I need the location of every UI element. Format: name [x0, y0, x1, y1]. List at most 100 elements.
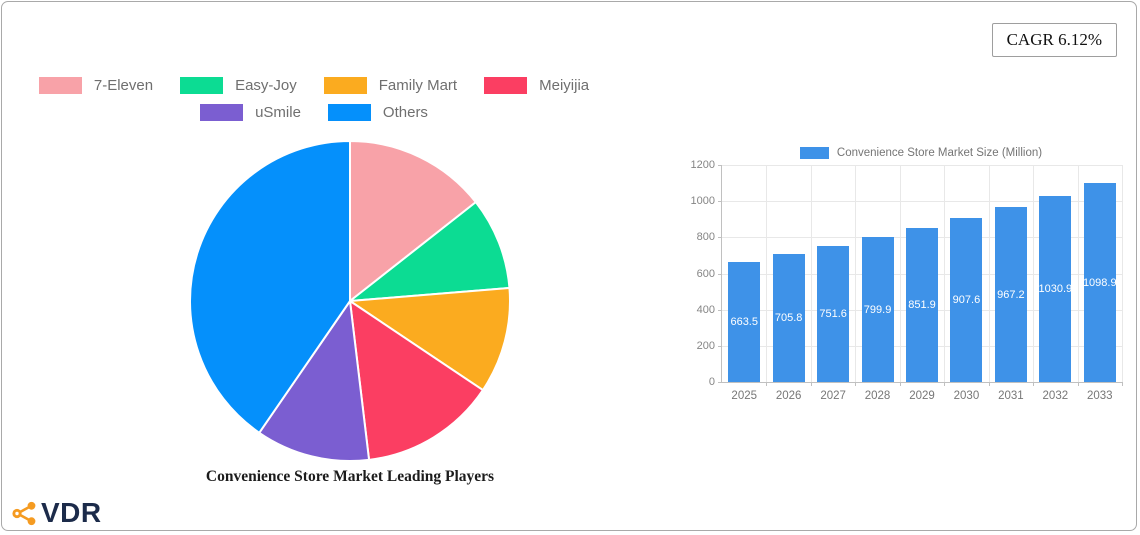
x-tick-mark: [1122, 382, 1123, 386]
pie-slice-easy-joy: [349, 201, 511, 302]
x-category-label: 2033: [1086, 390, 1113, 402]
gridline: [855, 165, 857, 382]
pie-slice-others: [189, 140, 351, 434]
gridline: [988, 165, 990, 382]
x-category-label: 2025: [731, 390, 758, 402]
x-tick-mark: [855, 382, 857, 386]
pie-slice-7-eleven: [349, 140, 477, 302]
pie-legend-item: Family Mart: [323, 77, 458, 94]
vdr-logo: VDR: [11, 497, 102, 528]
bar-chart-legend: Convenience Store Market Size (Million): [721, 147, 1121, 159]
x-category-label: 2030: [953, 390, 980, 402]
gridline: [810, 165, 812, 382]
bar-2030: 907.6: [950, 217, 983, 382]
bar-chart: Convenience Store Market Size (Million) …: [691, 147, 1132, 407]
legend-item-label: Meiyijia: [539, 77, 590, 94]
y-tick-mark: [718, 309, 722, 311]
bar-2026: 705.8: [772, 254, 805, 382]
cagr-value: CAGR 6.12%: [1006, 30, 1102, 49]
bar-value-label: 851.9: [908, 298, 936, 311]
y-tick-mark: [718, 382, 722, 383]
gridline: [766, 165, 768, 382]
share-network-icon: [12, 501, 36, 525]
y-tick-mark: [718, 345, 722, 347]
y-tick-label: 600: [696, 267, 715, 280]
legend-color-chip: [323, 77, 367, 94]
bar-value-label: 799.9: [863, 303, 892, 316]
bar-value-label: 967.2: [997, 288, 1025, 301]
y-tick-label: 0: [708, 376, 715, 388]
bar-2032: 1030.9: [1038, 195, 1073, 382]
legend-item-label: Family Mart: [378, 77, 458, 94]
bar-value-label: 907.6: [952, 293, 981, 306]
pie-chart: [189, 140, 511, 462]
y-tick-mark: [718, 201, 722, 203]
x-tick-mark: [1033, 382, 1035, 386]
pie-slice-usmile: [258, 300, 371, 462]
pie-legend-item: Others: [327, 104, 428, 121]
x-tick-mark: [766, 382, 768, 386]
y-tick-mark: [718, 165, 722, 166]
bar-2033: 1098.9: [1082, 183, 1117, 382]
x-tick-mark: [944, 382, 946, 386]
gridline: [722, 201, 1122, 203]
bar-value-label: 1098.9: [1082, 276, 1117, 289]
gridline: [944, 165, 946, 382]
legend-color-chip: [200, 104, 244, 121]
y-tick-label: 800: [696, 231, 715, 244]
pie-legend: 7-Eleven Easy-Joy Family Mart Meiyijia uSmil…: [34, 77, 594, 131]
pie-legend-item: 7-Eleven: [38, 77, 154, 94]
y-tick-mark: [718, 237, 722, 239]
x-category-label: 2031: [998, 390, 1024, 402]
bar-value-label: 751.6: [819, 308, 847, 321]
pie-legend-item: Meiyijia: [484, 77, 589, 94]
x-category-label: 2032: [1042, 390, 1069, 402]
gridline: [1122, 165, 1123, 382]
bar-value-label: 1030.9: [1038, 282, 1073, 295]
y-tick-label: 200: [696, 339, 715, 352]
legend-color-chip: [180, 77, 224, 94]
legend-item-label: Others: [382, 104, 428, 121]
bar-2029: 851.9: [906, 227, 938, 382]
y-tick-label: 1000: [690, 195, 715, 208]
pie-slice-meiyijia: [349, 300, 484, 461]
x-category-label: 2026: [775, 390, 802, 402]
legend-color-chip: [484, 77, 528, 94]
cagr-badge: CAGR 6.12%: [991, 23, 1117, 57]
x-tick-mark: [988, 382, 990, 386]
pie-legend-row: uSmile Others: [34, 104, 594, 121]
x-category-label: 2028: [864, 390, 891, 402]
bar-value-label: 705.8: [774, 312, 803, 325]
bar-legend-color-chip: [799, 147, 829, 159]
bar-2031: 967.2: [994, 207, 1027, 382]
pie-legend-row: 7-Eleven Easy-Joy Family Mart Meiyijia: [34, 77, 594, 94]
gridline: [1033, 165, 1035, 382]
bar-plot-area: 0 200 400 600 800 1000 1200 663.5 2025 705.8 2026 7…: [691, 159, 1123, 402]
pie-legend-item: uSmile: [200, 104, 301, 121]
legend-item-label: 7-Eleven: [93, 77, 154, 94]
legend-item-label: Easy-Joy: [235, 77, 297, 94]
bar-2025: 663.5: [728, 262, 761, 382]
legend-color-chip: [38, 77, 82, 94]
pie-chart-title: Convenience Store Market Leading Players: [205, 468, 495, 485]
y-tick-mark: [718, 273, 722, 275]
x-category-label: 2027: [820, 390, 846, 402]
bar-2027: 751.6: [817, 246, 850, 382]
gridline: [722, 165, 1122, 166]
legend-color-chip: [327, 104, 371, 121]
x-tick-mark: [899, 382, 901, 386]
gridline: [899, 165, 901, 382]
y-tick-label: 400: [696, 303, 715, 316]
pie-slice-family-mart: [349, 286, 511, 392]
gridline: [1077, 165, 1079, 382]
legend-item-label: uSmile: [255, 104, 301, 121]
bar-2028: 799.9: [861, 237, 894, 382]
x-category-label: 2029: [909, 390, 935, 402]
y-tick-label: 1200: [690, 159, 715, 171]
x-tick-mark: [1077, 382, 1079, 386]
pie-legend-item: Easy-Joy: [180, 77, 297, 94]
x-tick-mark: [810, 382, 812, 386]
bar-legend-label: Convenience Store Market Size (Million): [836, 147, 1043, 159]
bar-value-label: 663.5: [730, 316, 758, 329]
